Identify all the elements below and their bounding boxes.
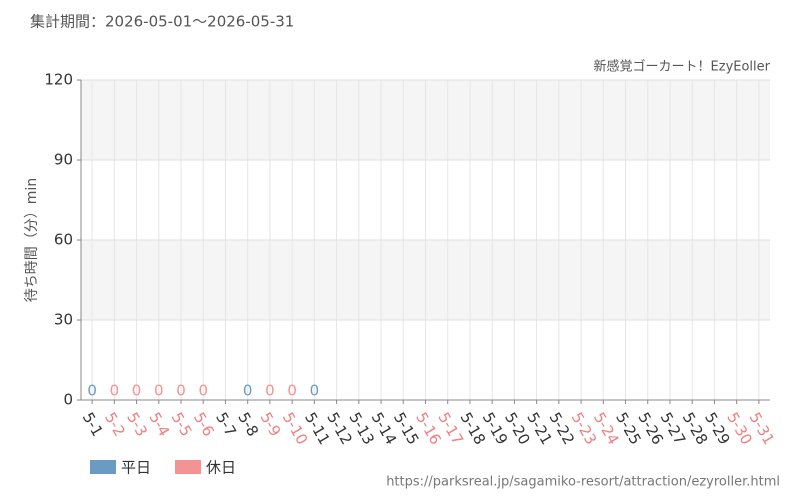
data-label: 0 xyxy=(265,382,275,400)
x-tick-label: 5-5 xyxy=(168,409,196,439)
chart-title: 新感覚ゴーカート！EzyEoller xyxy=(594,59,771,75)
y-tick-label: 30 xyxy=(54,311,73,329)
data-label: 0 xyxy=(198,382,208,400)
y-tick-label: 120 xyxy=(44,71,73,89)
source: https://parksreal.jp/sagamiko-resort/att… xyxy=(386,475,780,490)
chart-subtitle: 集計期間：2026-05-01～2026-05-31 xyxy=(30,13,294,31)
data-label: 0 xyxy=(110,382,120,400)
x-tick-label: 5-4 xyxy=(145,409,173,439)
data-label: 0 xyxy=(154,382,164,400)
data-label: 0 xyxy=(87,382,97,400)
y-tick-label: 90 xyxy=(54,151,73,169)
data-label: 0 xyxy=(176,382,186,400)
x-tick-label: 5-8 xyxy=(234,409,262,439)
data-label: 0 xyxy=(243,382,253,400)
data-label: 0 xyxy=(310,382,320,400)
legend-label: 平日 xyxy=(121,459,151,477)
data-label: 0 xyxy=(287,382,297,400)
x-tick-label: 5-9 xyxy=(257,409,285,439)
x-tick-label: 5-7 xyxy=(212,409,240,439)
y-tick-label: 0 xyxy=(63,391,73,409)
x-tick-label: 5-3 xyxy=(123,409,151,439)
legend-label: 休日 xyxy=(206,459,236,477)
legend-swatch xyxy=(175,460,201,474)
y-tick-label: 60 xyxy=(54,231,73,249)
x-tick-label: 5-1 xyxy=(79,409,107,439)
legend-swatch xyxy=(90,460,116,474)
data-label: 0 xyxy=(132,382,142,400)
x-tick-label: 5-2 xyxy=(101,409,129,439)
y-axis-label: 待ち時間（分）min xyxy=(24,178,40,302)
x-tick-label: 5-6 xyxy=(190,409,218,439)
